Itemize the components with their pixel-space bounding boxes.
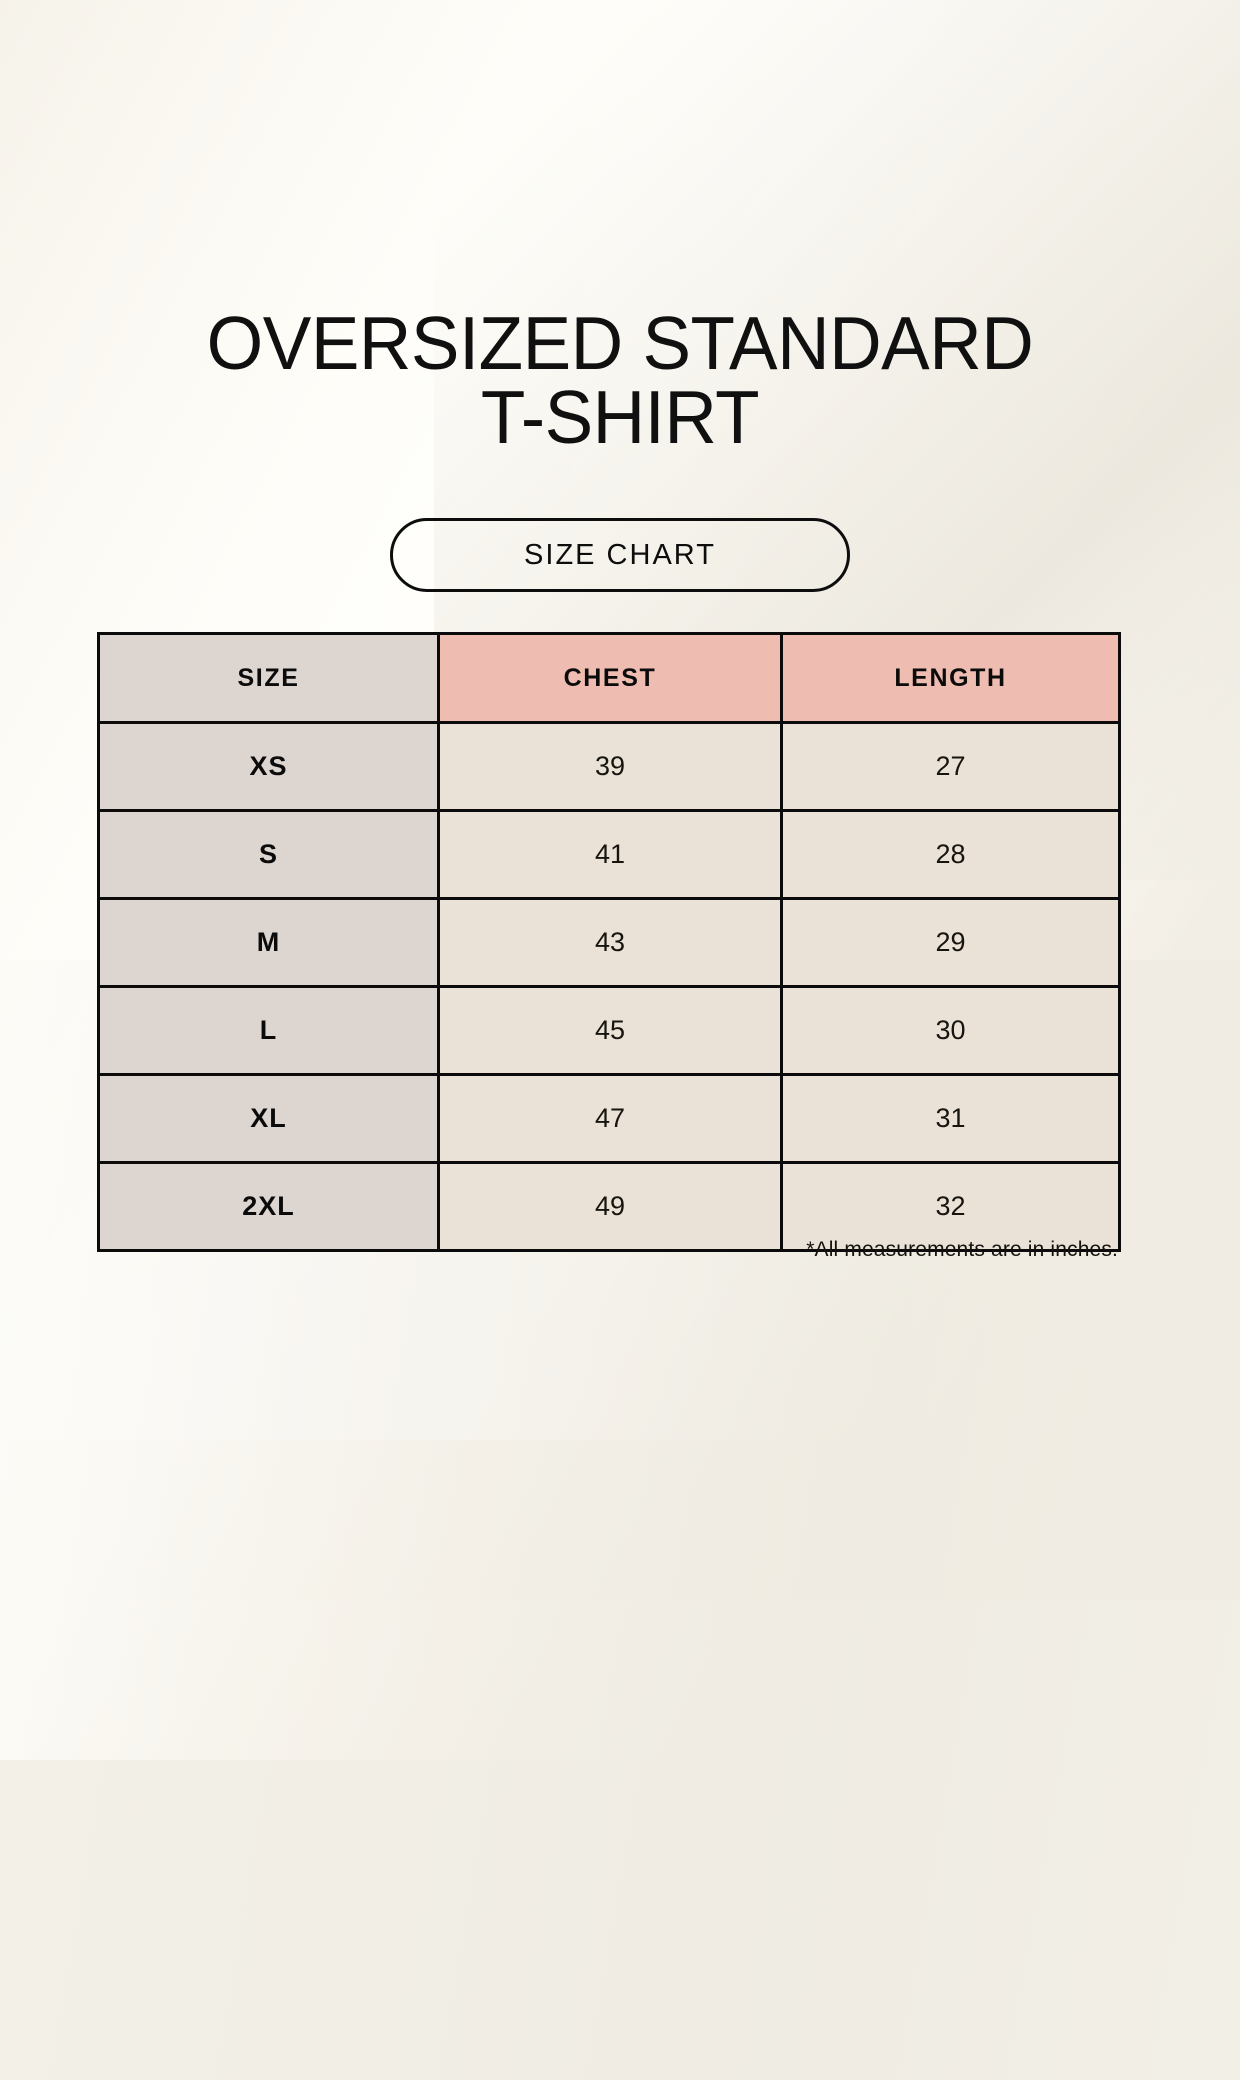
size-chart-badge-wrapper: SIZE CHART (0, 518, 1240, 592)
cell-chest: 45 (437, 985, 783, 1076)
size-chart-badge-label: SIZE CHART (524, 538, 716, 571)
cell-length: 30 (780, 985, 1121, 1076)
cell-size: XS (97, 721, 440, 812)
cell-size: S (97, 809, 440, 900)
cell-size: L (97, 985, 440, 1076)
cell-length: 28 (780, 809, 1121, 900)
size-chart-page: OVERSIZED STANDARD T-SHIRT SIZE CHART SI… (0, 301, 1240, 1261)
size-table: SIZE CHEST LENGTH XS 39 27 S 41 28 M (97, 632, 1121, 1252)
size-table-body: XS 39 27 S 41 28 M 43 29 L 45 30 (97, 721, 1121, 1252)
cell-length: 27 (780, 721, 1121, 812)
table-row: M 43 29 (97, 897, 1121, 988)
cell-length: 29 (780, 897, 1121, 988)
column-header-chest: CHEST (437, 632, 783, 724)
page-title-line-2: T-SHIRT (480, 375, 760, 459)
table-row: L 45 30 (97, 985, 1121, 1076)
table-header-row: SIZE CHEST LENGTH (97, 632, 1121, 724)
column-header-size: SIZE (97, 632, 440, 724)
size-chart-badge: SIZE CHART (390, 518, 850, 592)
size-table-container: SIZE CHEST LENGTH XS 39 27 S 41 28 M (97, 632, 1121, 1252)
page-title: OVERSIZED STANDARD T-SHIRT (0, 301, 1240, 459)
cell-length: 31 (780, 1073, 1121, 1164)
cell-size: M (97, 897, 440, 988)
table-row: S 41 28 (97, 809, 1121, 900)
table-row: XS 39 27 (97, 721, 1121, 812)
cell-size: XL (97, 1073, 440, 1164)
cell-chest: 41 (437, 809, 783, 900)
cell-chest: 39 (437, 721, 783, 812)
cell-chest: 43 (437, 897, 783, 988)
measurement-footnote: *All measurements are in inches. (806, 1238, 1118, 1261)
page-title-line-1: OVERSIZED STANDARD (206, 301, 1034, 385)
cell-chest: 47 (437, 1073, 783, 1164)
size-table-header: SIZE CHEST LENGTH (97, 632, 1121, 724)
column-header-length: LENGTH (780, 632, 1121, 724)
table-row: XL 47 31 (97, 1073, 1121, 1164)
